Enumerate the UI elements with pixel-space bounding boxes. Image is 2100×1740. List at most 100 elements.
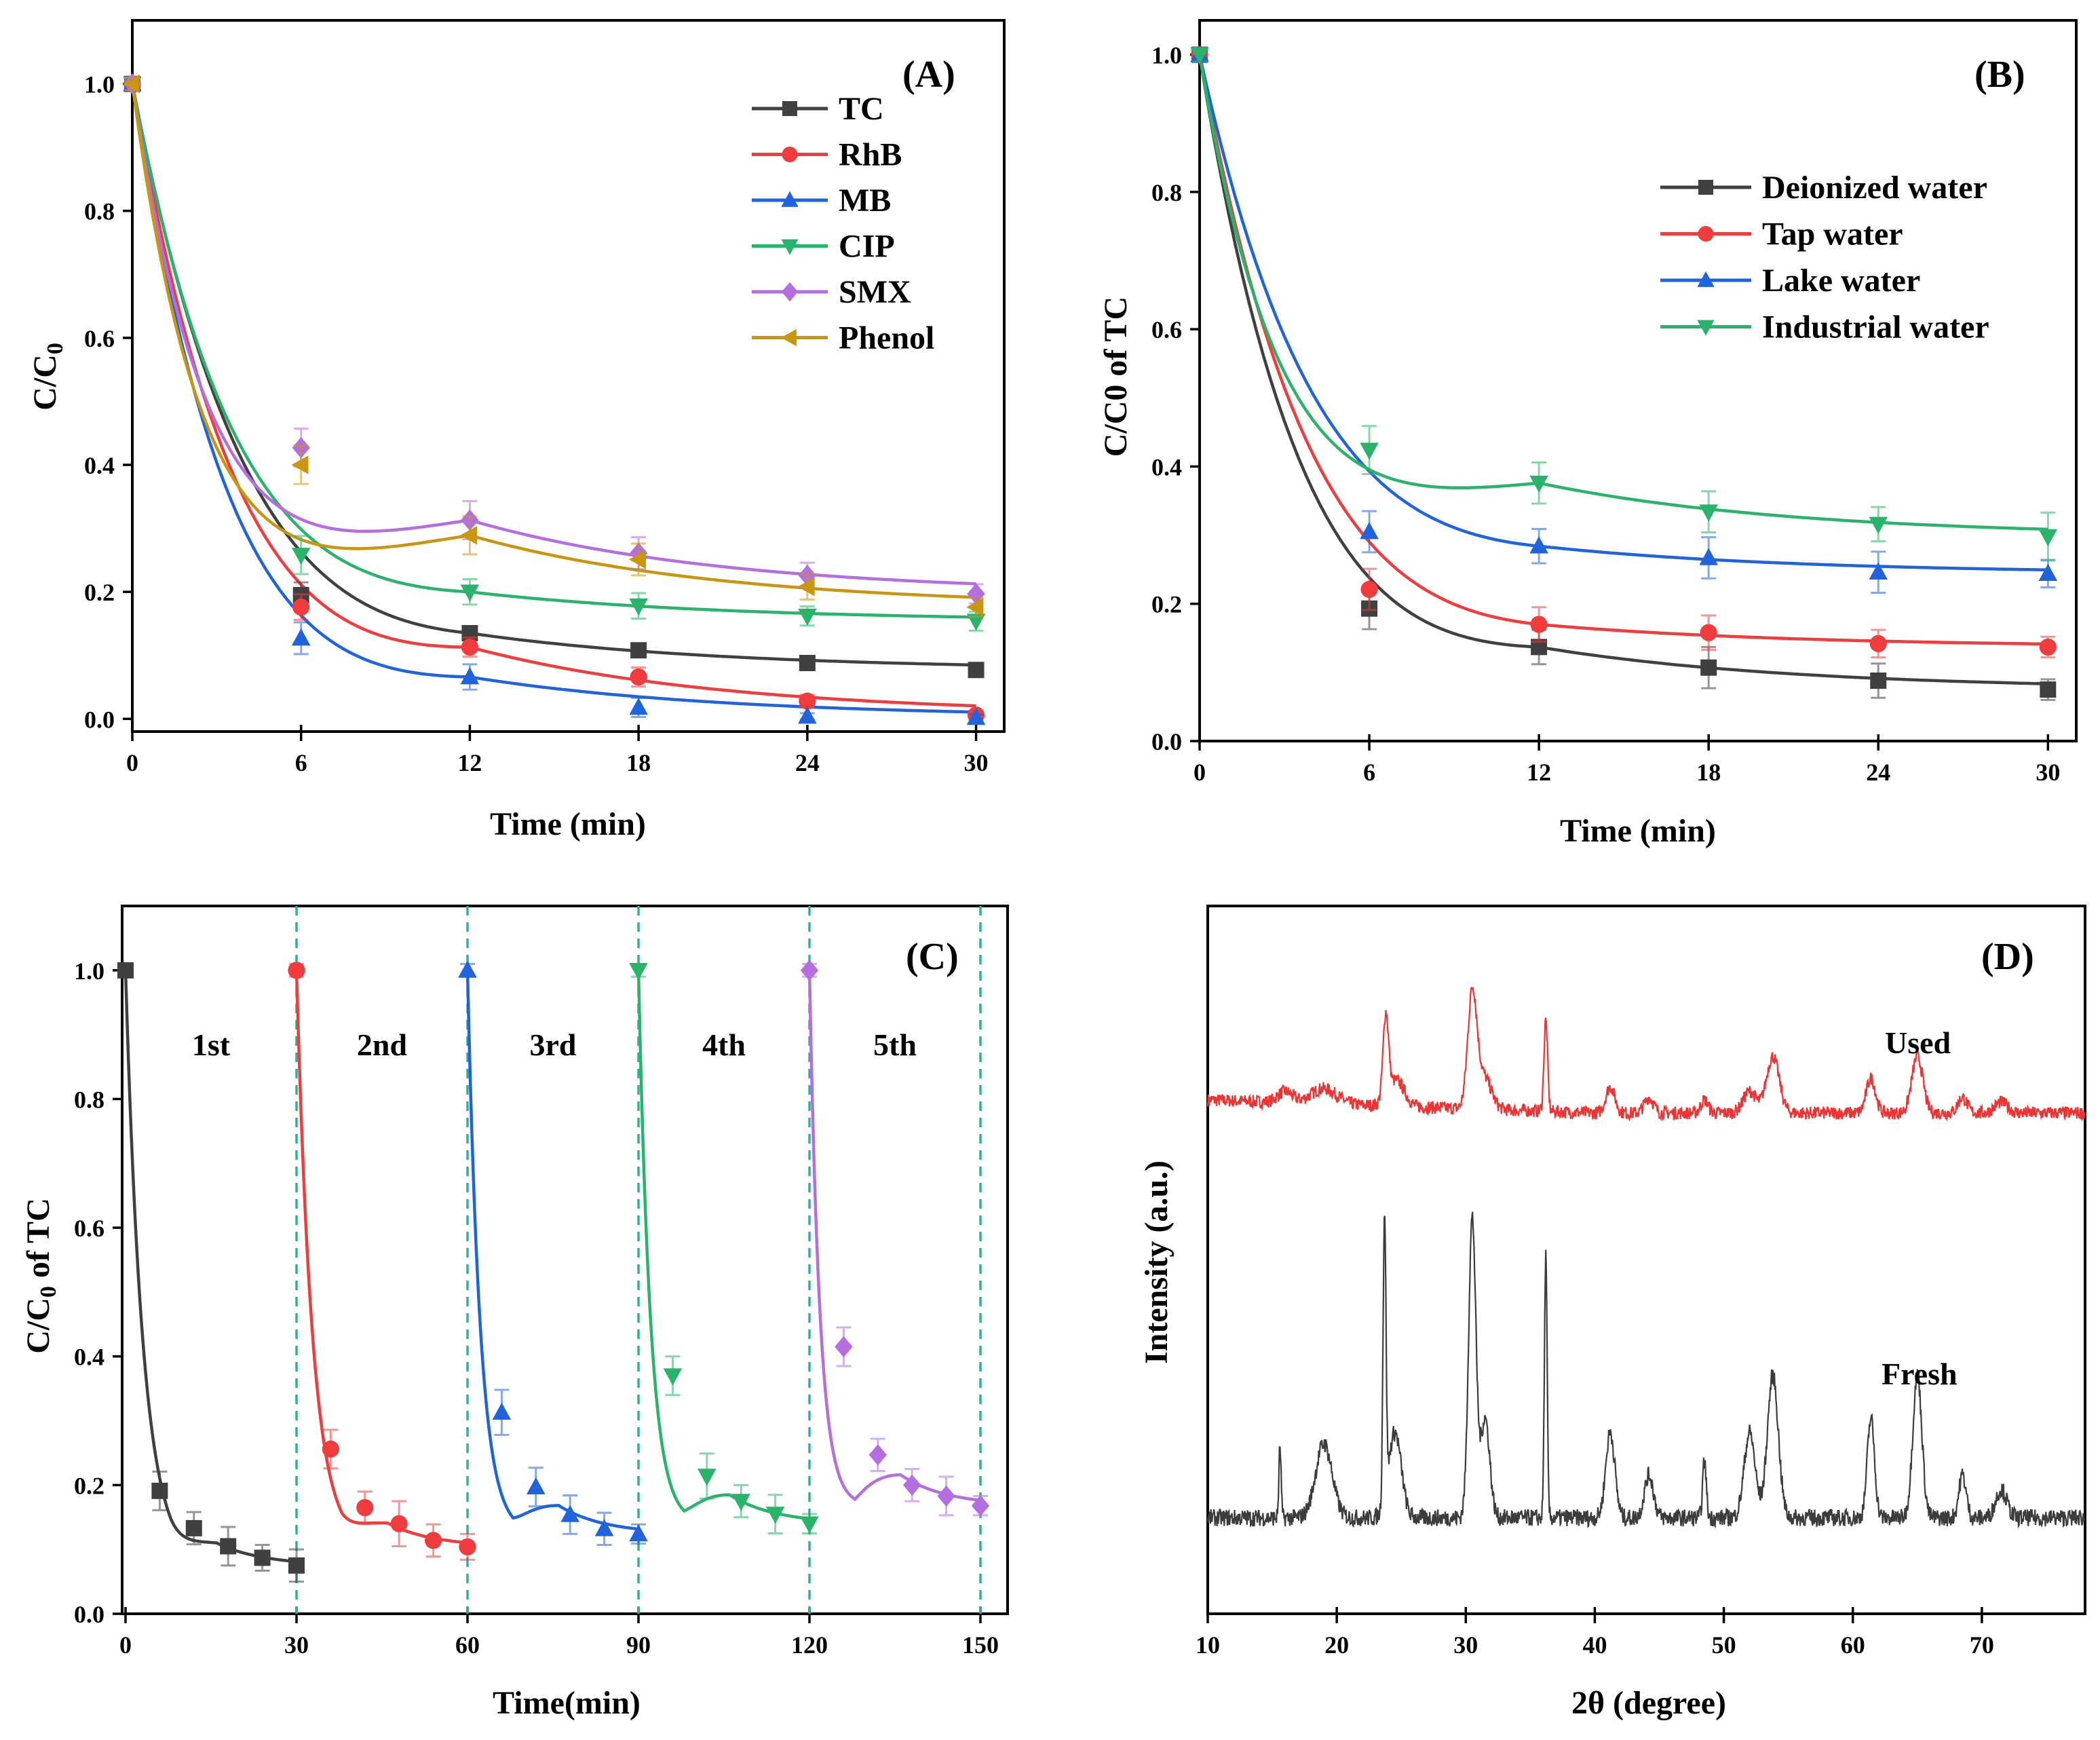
panel-a: 0 6 12 18 24 30 0.0 0.2 0.4 0.6 0.8 1.0 (A) Time (m… (27, 19, 1006, 842)
panel-c-y-tick-label: 0.4 (74, 1344, 104, 1371)
panel-c-y-tick-label: 0.0 (74, 1601, 104, 1628)
data-point-phenol (628, 550, 646, 569)
data-point-rhb (292, 599, 310, 616)
panel-b-y-axis-label: C/C0 of TC (1098, 297, 1134, 457)
panel-0-x-tick-label: 12 (457, 749, 482, 776)
panel-0-y-tick-label: 0.6 (84, 325, 115, 352)
panel-d-plot-frame (1206, 905, 2086, 1615)
data-point-cycle-1st (220, 1538, 237, 1555)
legend-marker-lake-water (1697, 271, 1715, 287)
fit-curve-smx (130, 83, 976, 586)
data-point-cycle-5th (800, 960, 819, 981)
data-point-cycle-1st (254, 1549, 271, 1566)
data-point-cycle-2nd (322, 1440, 339, 1458)
panel-1-y-tick-label: 0.6 (1151, 316, 1182, 343)
panel-a-x-axis-label: Time (min) (490, 806, 646, 842)
panel-1-y-tick-label: 0.0 (1151, 728, 1182, 755)
data-point-rhb (461, 638, 479, 656)
data-point-mb (460, 667, 480, 685)
data-point-cip (460, 584, 480, 602)
data-point-tc (968, 662, 985, 679)
data-point-phenol (797, 577, 815, 597)
data-point-industrial-water (1869, 516, 1888, 534)
legend-marker-mb (781, 191, 799, 207)
data-point-cycle-1st (117, 962, 134, 979)
data-point-cycle-2nd (356, 1498, 374, 1517)
data-point-tap-water (1869, 635, 1887, 652)
data-point-industrial-water (1360, 442, 1379, 460)
data-point-cycle-3rd (594, 1519, 614, 1536)
panel-0-x-tick-label: 6 (295, 749, 307, 776)
panel-0-y-tick-label: 0.8 (84, 198, 115, 225)
panel-c-y-axis-label: C/C0 of TC (20, 1198, 61, 1353)
panel-d-x-tick-label: 60 (1841, 1631, 1865, 1659)
panel-d-x-tick-label: 20 (1324, 1631, 1349, 1659)
data-point-cycle-3rd (560, 1505, 579, 1522)
legend-label-industrial-water: Industrial water (1762, 309, 1989, 345)
panel-1-y-tick-label: 0.2 (1151, 591, 1182, 618)
legend-marker-rhb (782, 146, 798, 163)
data-point-rhb (799, 692, 816, 710)
data-point-cip (798, 608, 817, 626)
cycle-label-1st: 1st (192, 1027, 231, 1062)
panel-c-y-tick-label: 0.2 (74, 1472, 104, 1499)
cycle-label-5th: 5th (873, 1027, 917, 1062)
data-point-cycle-3rd (629, 1524, 648, 1542)
xrd-fresh-label: Fresh (1882, 1357, 1958, 1391)
xrd-trace-fresh (1206, 1211, 2086, 1529)
data-point-phenol (122, 74, 140, 94)
fit-curve-phenol (130, 83, 976, 599)
legend-marker-industrial-water (1697, 320, 1715, 336)
data-point-lake-water (1699, 548, 1718, 565)
panel-a-plot-frame (131, 19, 1006, 733)
panel-1-x-tick-label: 12 (1527, 759, 1551, 786)
data-point-deionized-water (1531, 639, 1548, 656)
data-point-cycle-5th (868, 1444, 887, 1466)
data-point-tc (799, 654, 816, 671)
fit-curve-cycle-3rd (465, 970, 639, 1531)
data-point-cycle-4th (765, 1507, 785, 1524)
data-point-cycle-5th (903, 1474, 921, 1496)
panel-c-y-tick-label: 0.6 (74, 1215, 104, 1242)
panel-c-x-axis-label: Time(min) (493, 1685, 641, 1721)
panel-1-y-tick-label: 0.4 (1151, 453, 1182, 480)
data-point-deionized-water (1700, 659, 1717, 676)
data-point-cip (629, 598, 648, 616)
panel-0-y-tick-label: 0.4 (84, 452, 115, 479)
legend-label-phenol: Phenol (839, 320, 934, 356)
panel-b-x-axis-label: Time (min) (1560, 813, 1716, 849)
cycle-label-2nd: 2nd (357, 1027, 408, 1062)
fit-curve-deionized-water (1198, 54, 2048, 685)
data-point-cycle-4th (731, 1494, 750, 1511)
panel-0-y-tick-label: 0.0 (84, 706, 115, 733)
data-point-mb (629, 698, 648, 715)
fit-curve-mb (130, 83, 976, 714)
fit-curve-industrial-water (1198, 54, 2048, 531)
fit-curve-tap-water (1198, 54, 2048, 646)
panel-c-tag: (C) (906, 936, 959, 978)
data-point-cycle-5th (971, 1495, 990, 1517)
data-point-cycle-2nd (288, 962, 305, 979)
data-point-lake-water (1360, 522, 1379, 540)
panel-a-y-axis-label: C/C0 (27, 343, 68, 411)
panel-c-x-tick-label: 60 (455, 1631, 480, 1659)
panel-d-x-tick-label: 50 (1712, 1631, 1736, 1659)
panel-b-marks: 0 6 12 18 24 30 0.0 0.2 0.4 0.6 0.8 1.0 (1151, 42, 2060, 786)
data-point-tap-water (1700, 624, 1717, 641)
data-point-industrial-water (1190, 47, 1209, 64)
legend-marker-tap-water (1698, 225, 1714, 242)
panel-b-legend: Deionized water Tap water Lake water Indust… (1660, 170, 1989, 345)
data-point-cycle-5th (835, 1336, 853, 1358)
panel-d-marks: 10 20 30 40 50 60 70 (1196, 986, 2086, 1659)
xrd-trace-used (1206, 986, 2086, 1122)
panel-0-x-tick-label: 0 (126, 749, 138, 776)
fit-curve-cip (130, 83, 976, 619)
fit-curve-tc (130, 83, 976, 667)
data-point-cycle-4th (800, 1516, 819, 1534)
fit-curve-rhb (130, 83, 976, 708)
panel-d: 10 20 30 40 50 60 70 (D) 2θ (degree) Intensity… (1139, 905, 2086, 1721)
fit-curve-lake-water (1198, 54, 2048, 571)
panel-c-marks: 0 30 60 90 120 150 0.0 0.2 0.4 0.6 0.8 1.0 (74, 906, 999, 1659)
legend-marker-tc (782, 101, 797, 116)
legend-label-rhb: RhB (839, 137, 902, 173)
